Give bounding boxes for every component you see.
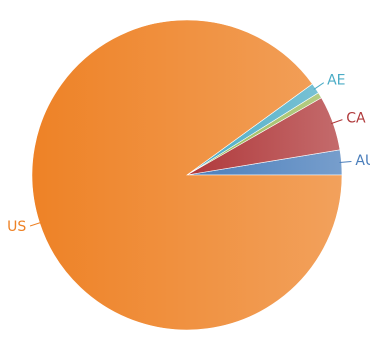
leader-line (330, 119, 343, 125)
leader-line (29, 221, 42, 227)
leader-line (339, 161, 352, 164)
slice-label: AU (355, 153, 370, 169)
slice-label: US (7, 219, 26, 235)
leader-line (313, 82, 325, 90)
slice-label: CA (346, 110, 366, 126)
pie-slice (31, 19, 343, 331)
slice-label: AE (327, 72, 345, 88)
